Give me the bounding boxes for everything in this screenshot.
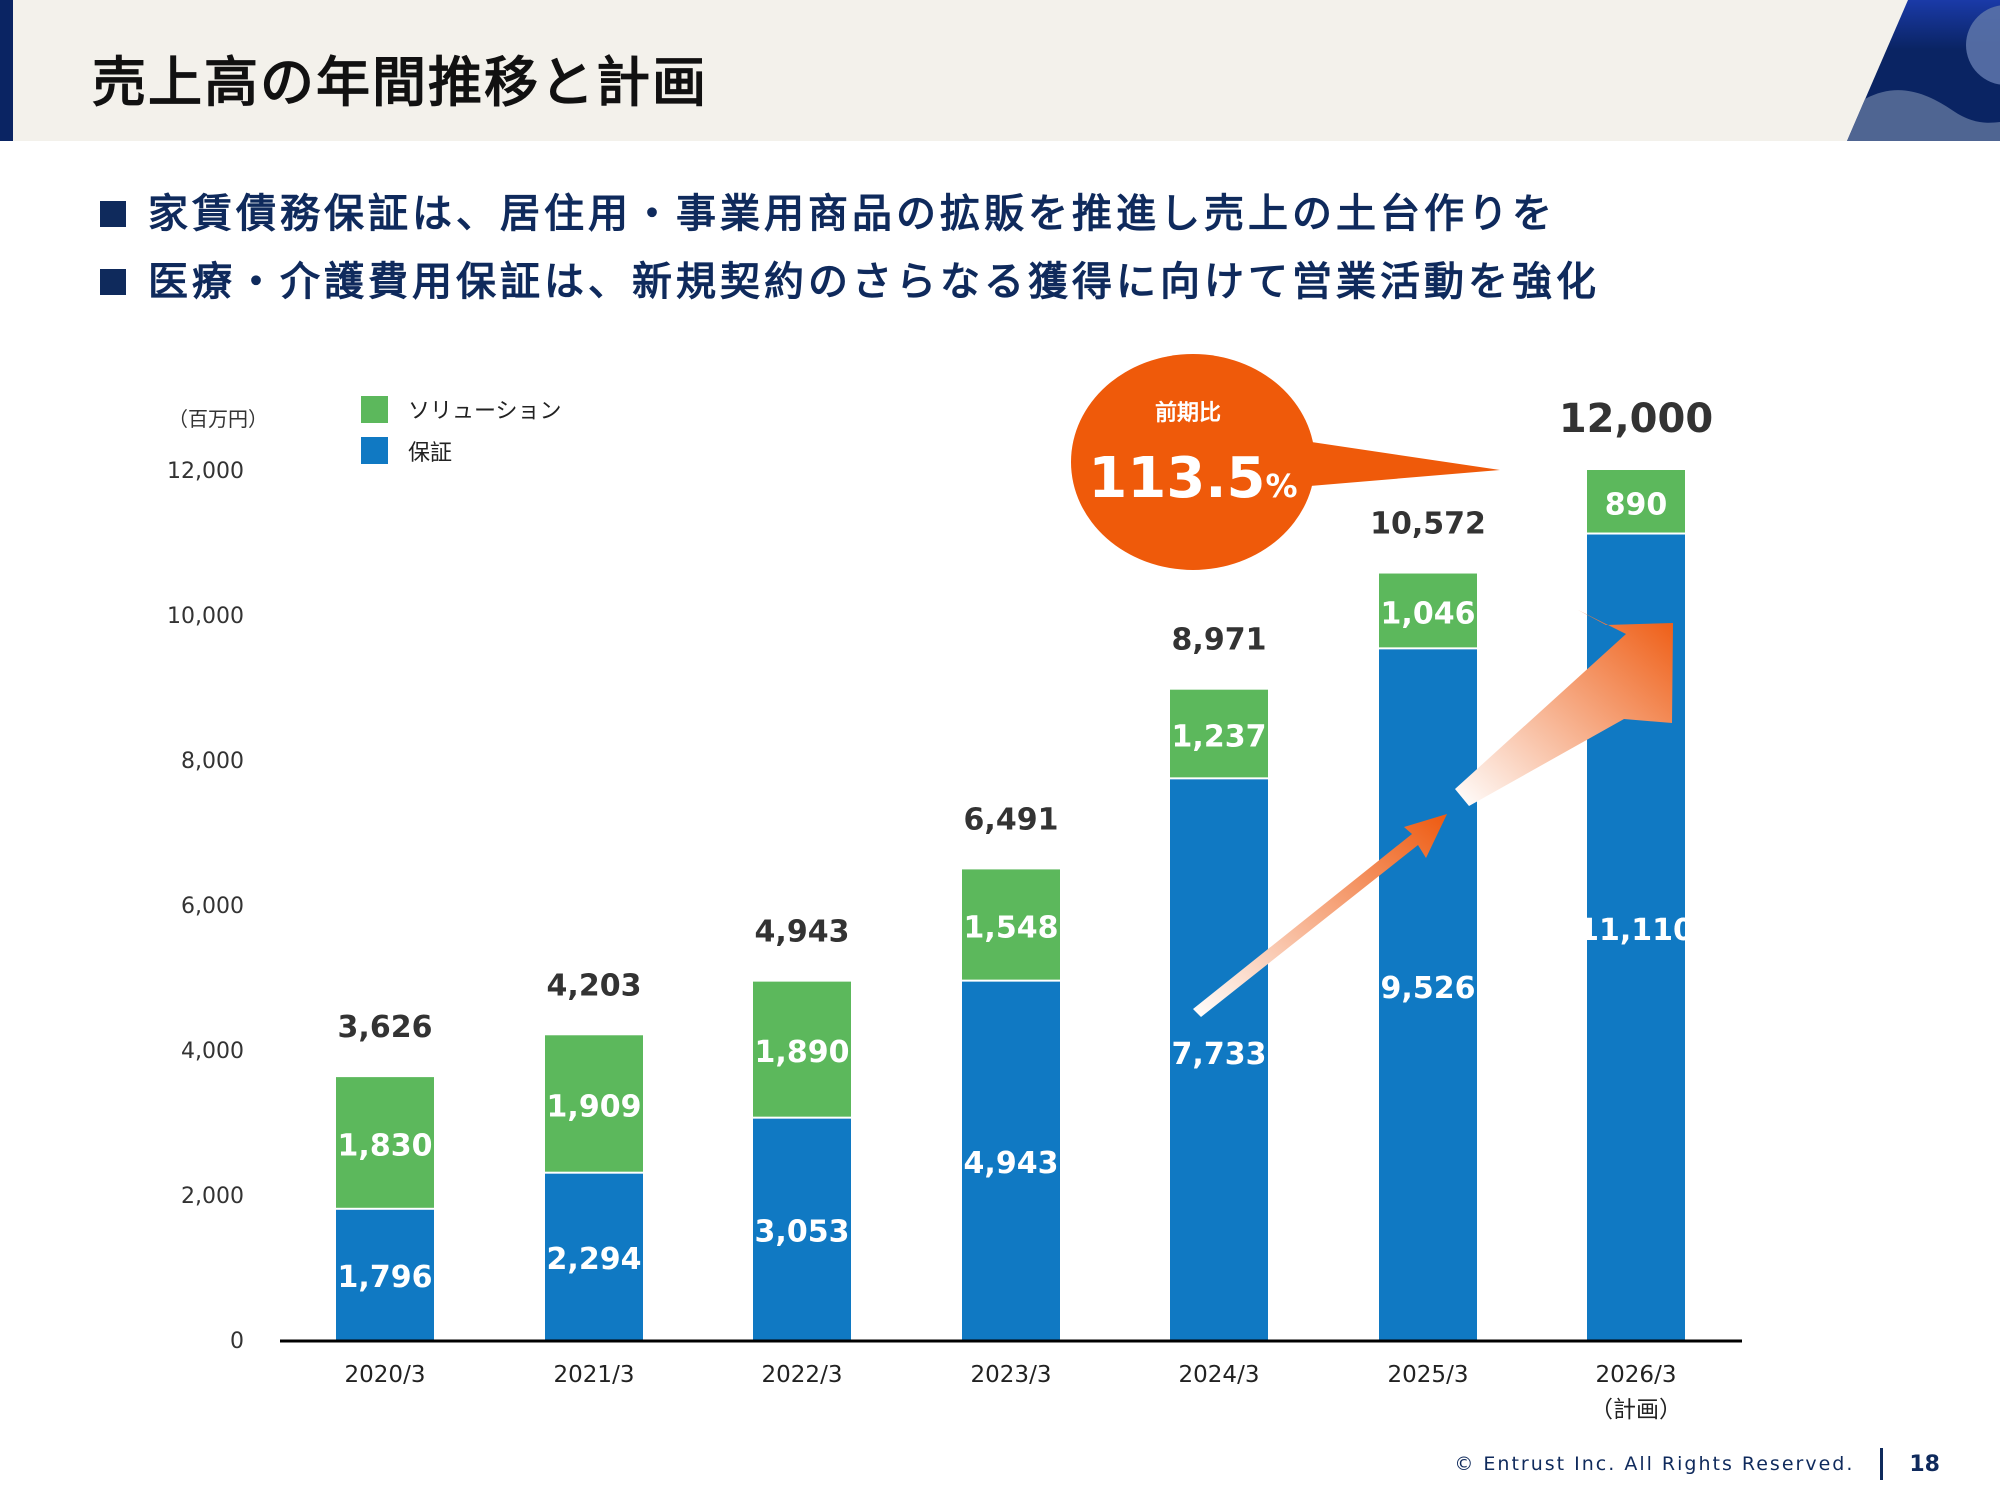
total-value-label: 6,491 (964, 802, 1059, 837)
segment-value-label: 890 (1605, 487, 1668, 522)
total-value-label: 12,000 (1559, 396, 1713, 442)
growth-arrow-small (1193, 814, 1447, 1017)
bullet-item: 家賃債務保証は、居住用・事業用商品の拡販を推進し売上の土台作りを (100, 180, 1600, 248)
y-tick-label: 10,000 (167, 604, 244, 629)
x-tick-label: 2025/3 (1388, 1362, 1469, 1388)
segment-value-label: 1,909 (547, 1089, 642, 1124)
bar-segment-solution (1170, 689, 1268, 778)
page-number: 18 (1909, 1451, 1940, 1477)
total-value-label: 8,971 (1172, 623, 1267, 658)
callout-value: 113.5% (1088, 446, 1297, 511)
total-value-label: 4,943 (755, 915, 850, 950)
footer: © Entrust Inc. All Rights Reserved. 18 (1454, 1448, 1940, 1480)
segment-value-label: 7,733 (1172, 1037, 1267, 1072)
bar-segment-guarantee (1379, 649, 1477, 1340)
x-tick-label: 2024/3 (1179, 1362, 1260, 1388)
x-tick-label: 2022/3 (762, 1362, 843, 1388)
x-tick-label: 2020/3 (345, 1362, 426, 1388)
bar-segment-solution (336, 1077, 434, 1208)
total-value-label: 10,572 (1370, 507, 1486, 542)
total-value-label: 4,203 (547, 968, 642, 1003)
footer-divider (1880, 1448, 1884, 1480)
y-tick-label: 2,000 (181, 1184, 244, 1209)
bar-segment-solution (753, 981, 851, 1117)
segment-value-label: 1,237 (1172, 720, 1267, 755)
growth-arrow-large (1455, 610, 1673, 806)
segment-value-label: 3,053 (755, 1214, 850, 1249)
bullet-square-icon (100, 269, 126, 295)
y-tick-label: 0 (230, 1329, 244, 1354)
legend-label-guarantee: 保証 (408, 441, 452, 466)
bar-segment-guarantee (753, 1118, 851, 1340)
segment-value-label: 1,890 (755, 1035, 850, 1070)
callout-label: 前期比 (1155, 400, 1221, 426)
page-title: 売上高の年間推移と計画 (92, 51, 708, 114)
y-axis-unit-label: （百万円） (168, 407, 268, 431)
segment-value-label: 2,294 (547, 1242, 642, 1277)
y-tick-label: 12,000 (167, 459, 244, 484)
legend-swatch-guarantee (361, 437, 388, 464)
copyright-text: © Entrust Inc. All Rights Reserved. (1454, 1453, 1855, 1475)
segment-value-label: 1,830 (338, 1128, 433, 1163)
header-accent-bar (0, 0, 13, 141)
segment-value-label: 11,110 (1578, 913, 1694, 948)
y-tick-label: 8,000 (181, 749, 244, 774)
y-tick-label: 4,000 (181, 1039, 244, 1064)
segment-value-label: 1,046 (1381, 596, 1476, 631)
x-tick-sublabel: （計画） (1590, 1397, 1682, 1423)
bar-segment-solution (545, 1035, 643, 1172)
bar-segment-guarantee (336, 1209, 434, 1340)
bullet-item: 医療・介護費用保証は、新規契約のさらなる獲得に向けて営業活動を強化 (100, 248, 1600, 316)
segment-value-label: 9,526 (1381, 971, 1476, 1006)
bar-segment-guarantee (962, 981, 1060, 1340)
total-value-label: 3,626 (338, 1010, 433, 1045)
bar-segment-solution (1587, 470, 1685, 533)
legend-label-solution: ソリューション (408, 399, 562, 424)
x-tick-label: 2023/3 (971, 1362, 1052, 1388)
legend-swatch-solution (361, 396, 388, 423)
segment-value-label: 1,796 (338, 1260, 433, 1295)
segment-value-label: 1,548 (964, 911, 1059, 946)
x-tick-label: 2026/3 (1596, 1362, 1677, 1388)
bullet-list: 家賃債務保証は、居住用・事業用商品の拡販を推進し売上の土台作りを 医療・介護費用… (100, 180, 1600, 316)
yoy-callout: 前期比 113.5% (1071, 354, 1500, 570)
bar-segment-solution (1379, 573, 1477, 648)
x-tick-label: 2021/3 (554, 1362, 635, 1388)
y-tick-label: 6,000 (181, 894, 244, 919)
bullet-square-icon (100, 201, 126, 227)
corner-decoration (1847, 0, 2000, 141)
bar-segment-solution (962, 869, 1060, 980)
segment-value-label: 4,943 (964, 1146, 1059, 1181)
header: 売上高の年間推移と計画 (0, 0, 2000, 141)
bar-segment-guarantee (1170, 779, 1268, 1340)
bar-segment-guarantee (545, 1173, 643, 1340)
